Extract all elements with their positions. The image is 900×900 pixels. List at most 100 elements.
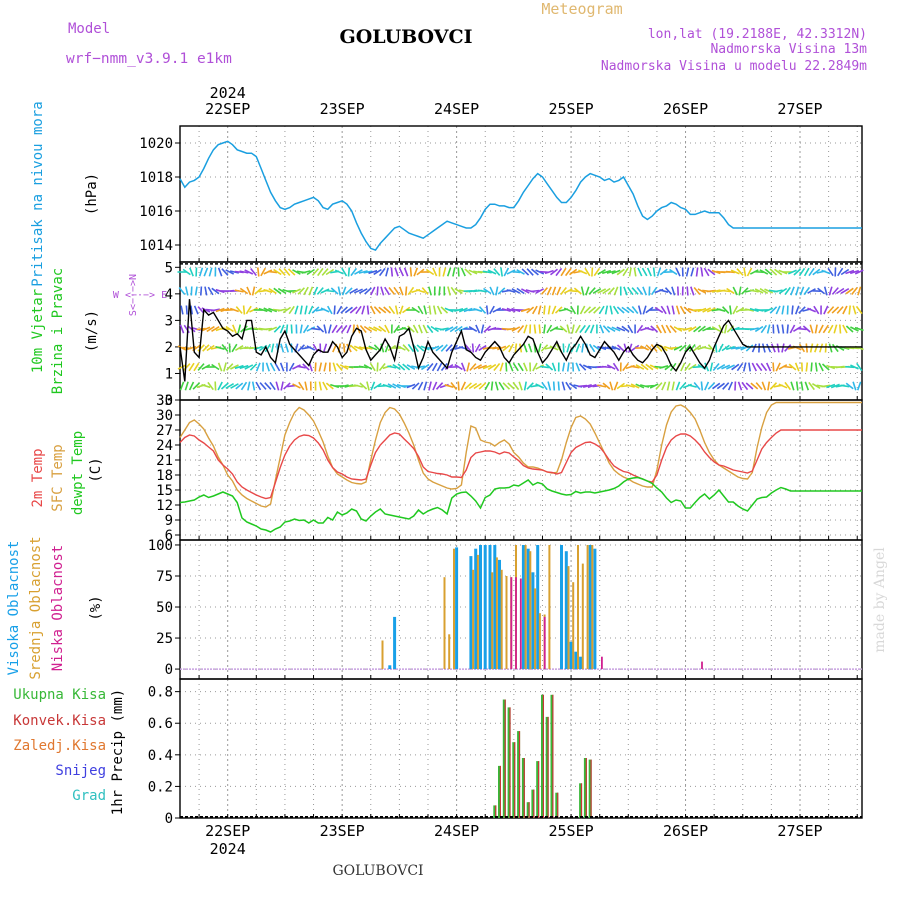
wind-arrow: [494, 381, 499, 391]
wind-arrow: [460, 362, 466, 372]
wind-arrow: [808, 381, 815, 391]
precip-bar: [507, 707, 511, 818]
wind-arrow: [769, 382, 778, 390]
wind-arrow: [535, 383, 545, 389]
wind-arrow: [711, 289, 721, 293]
wind-arrow: [364, 287, 372, 295]
y-tick-label: 1016: [139, 204, 173, 220]
wind-arrow: [445, 344, 453, 352]
wind-arrow: [260, 267, 266, 277]
wind-arrow: [622, 267, 629, 277]
wind-arrow: [503, 267, 510, 277]
cloud-bar: [531, 572, 535, 670]
wind-arrow: [535, 364, 545, 370]
wind-arrow: [428, 286, 432, 296]
wind-arrow: [333, 305, 336, 315]
wind-arrow: [268, 287, 277, 295]
wind-arrow: [330, 287, 339, 295]
wind-arrow: [745, 382, 754, 390]
cloud-bar: [393, 616, 397, 669]
wind-arrow: [616, 268, 625, 276]
precip-conv-bar: [547, 716, 549, 818]
precip-bar: [531, 789, 535, 818]
wind-arrow: [444, 326, 454, 332]
wind-arrow: [269, 362, 276, 372]
wind-arrow: [180, 305, 184, 315]
model-elevation-label: Nadmorska Visina u modelu 22.2849m: [601, 59, 867, 74]
wind-arrow: [411, 306, 420, 314]
wind-arrow: [778, 269, 788, 275]
wind-arrow: [264, 382, 272, 390]
wind-arrow: [557, 381, 560, 391]
wind-arrow: [403, 267, 409, 277]
precip-bar: [541, 694, 544, 818]
wind-arrow: [554, 327, 564, 331]
wind-arrow: [612, 305, 620, 315]
wind-arrow: [818, 362, 824, 372]
wind-arrow: [425, 268, 435, 276]
wind-arrow: [440, 306, 449, 314]
wind-arrow: [749, 269, 759, 275]
wind-arrow: [724, 324, 728, 334]
wind-arrow: [278, 268, 286, 276]
wind-arrow: [748, 362, 751, 372]
wind-arrow: [693, 344, 702, 352]
wind-arrow: [794, 362, 800, 372]
wind-arrow: [583, 306, 592, 314]
wind-arrow: [854, 326, 864, 332]
wind-arrow: [736, 362, 744, 372]
precip-conv-bar: [557, 792, 559, 818]
wind-arrow: [788, 363, 797, 371]
y-tick-label: 0.4: [148, 748, 173, 764]
wind-arrow: [454, 308, 464, 312]
wind-arrow: [320, 307, 330, 313]
wind-arrow: [322, 381, 328, 391]
wind-arrow: [206, 344, 215, 352]
wind-arrow: [764, 307, 774, 313]
wind-arrow: [855, 305, 863, 315]
wind-arrow: [282, 288, 292, 294]
wind-arrow: [294, 305, 299, 315]
coords-label: lon,lat (19.2188E, 42.3312N): [648, 27, 867, 42]
wind-arrow: [597, 269, 606, 275]
wind-arrow: [602, 287, 611, 295]
wind-arrow: [842, 305, 848, 315]
compass-ns: S<−·−>N: [128, 274, 139, 316]
cloud-units: (%): [88, 595, 104, 620]
wind-arrow: [721, 344, 730, 352]
wind-arrow: [540, 287, 549, 295]
wind-arrow: [440, 344, 448, 352]
wind-arrow: [659, 268, 668, 276]
precip-conv-bar: [533, 789, 535, 818]
wind-arrow: [654, 306, 664, 314]
wind-arrow: [703, 267, 710, 277]
y-tick-label: 5: [165, 260, 173, 276]
wind-arrow: [454, 287, 463, 295]
wind-arrow: [655, 382, 663, 390]
wind-arrow: [831, 343, 839, 353]
wind-arrow: [452, 267, 456, 277]
wind-arrow: [842, 324, 848, 334]
wind-arrow: [464, 344, 472, 352]
wind-arrow: [393, 324, 400, 334]
precip-legend-item: Konvek.Kisa: [13, 713, 106, 729]
wind-arrow: [802, 325, 811, 333]
precip-conv-bar: [590, 759, 592, 818]
wind-arrow: [197, 344, 205, 352]
wind-arrow: [497, 287, 506, 295]
wind-arrow: [716, 382, 725, 390]
wind-arrow: [652, 267, 656, 277]
wind-arrow: [706, 307, 716, 313]
wind-arrow: [254, 287, 263, 295]
wind-arrow: [602, 325, 611, 333]
wind-arrow: [754, 270, 764, 274]
wind-arrow: [211, 287, 220, 295]
wind-arrow: [450, 382, 458, 390]
wind-arrow: [697, 288, 707, 294]
cloud-bar: [493, 545, 497, 670]
wind-arrow: [778, 383, 788, 389]
wind-arrow: [196, 327, 206, 331]
precip-bar: [498, 765, 501, 818]
wind-arrow: [232, 324, 237, 334]
temp-axis-label-3: dewpt Temp: [70, 431, 86, 515]
